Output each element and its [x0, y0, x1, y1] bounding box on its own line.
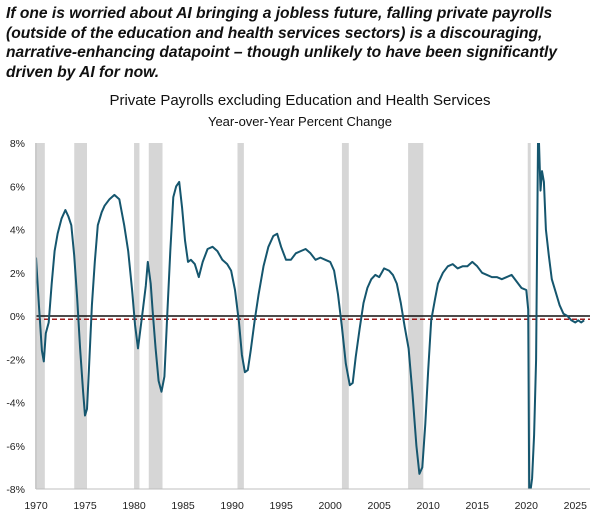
- series-lines: [36, 143, 585, 489]
- y-tick-label: 0%: [10, 311, 25, 323]
- y-tick-label: 6%: [10, 181, 25, 193]
- y-tick-label: -8%: [6, 484, 25, 496]
- x-tick-label: 1970: [24, 500, 48, 512]
- y-axis-ticks: 8% 6% 4% 2% 0% -2% -4% -6% -8%: [6, 138, 25, 496]
- x-tick-label: 1990: [220, 500, 244, 512]
- chart-title: Private Payrolls excluding Education and…: [109, 92, 491, 109]
- axis-frame: [35, 143, 590, 490]
- x-tick-label: 1995: [269, 500, 293, 512]
- x-tick-label: 1985: [171, 500, 195, 512]
- x-axis-ticks: 1970 1975 1980 1985 1990 1995 2000 2005 2010 2015…: [24, 500, 587, 512]
- x-tick-label: 2020: [515, 500, 539, 512]
- series-line-0: [36, 143, 585, 489]
- y-tick-label: 8%: [10, 138, 25, 150]
- x-tick-label: 2000: [318, 500, 342, 512]
- headline-annotation: If one is worried about AI bringing a jo…: [6, 5, 558, 81]
- chart-subtitle: Year-over-Year Percent Change: [207, 114, 393, 129]
- y-tick-label: 2%: [10, 268, 25, 280]
- y-tick-label: -4%: [6, 398, 25, 410]
- x-tick-label: 2015: [466, 500, 490, 512]
- x-tick-label: 1980: [122, 500, 146, 512]
- y-tick-label: 4%: [10, 225, 25, 237]
- x-tick-label: 1975: [73, 500, 97, 512]
- y-tick-label: -2%: [6, 354, 25, 366]
- x-tick-label: 2005: [368, 500, 392, 512]
- x-tick-label: 2010: [417, 500, 441, 512]
- y-tick-label: -6%: [6, 441, 25, 453]
- x-tick-label: 2025: [564, 500, 588, 512]
